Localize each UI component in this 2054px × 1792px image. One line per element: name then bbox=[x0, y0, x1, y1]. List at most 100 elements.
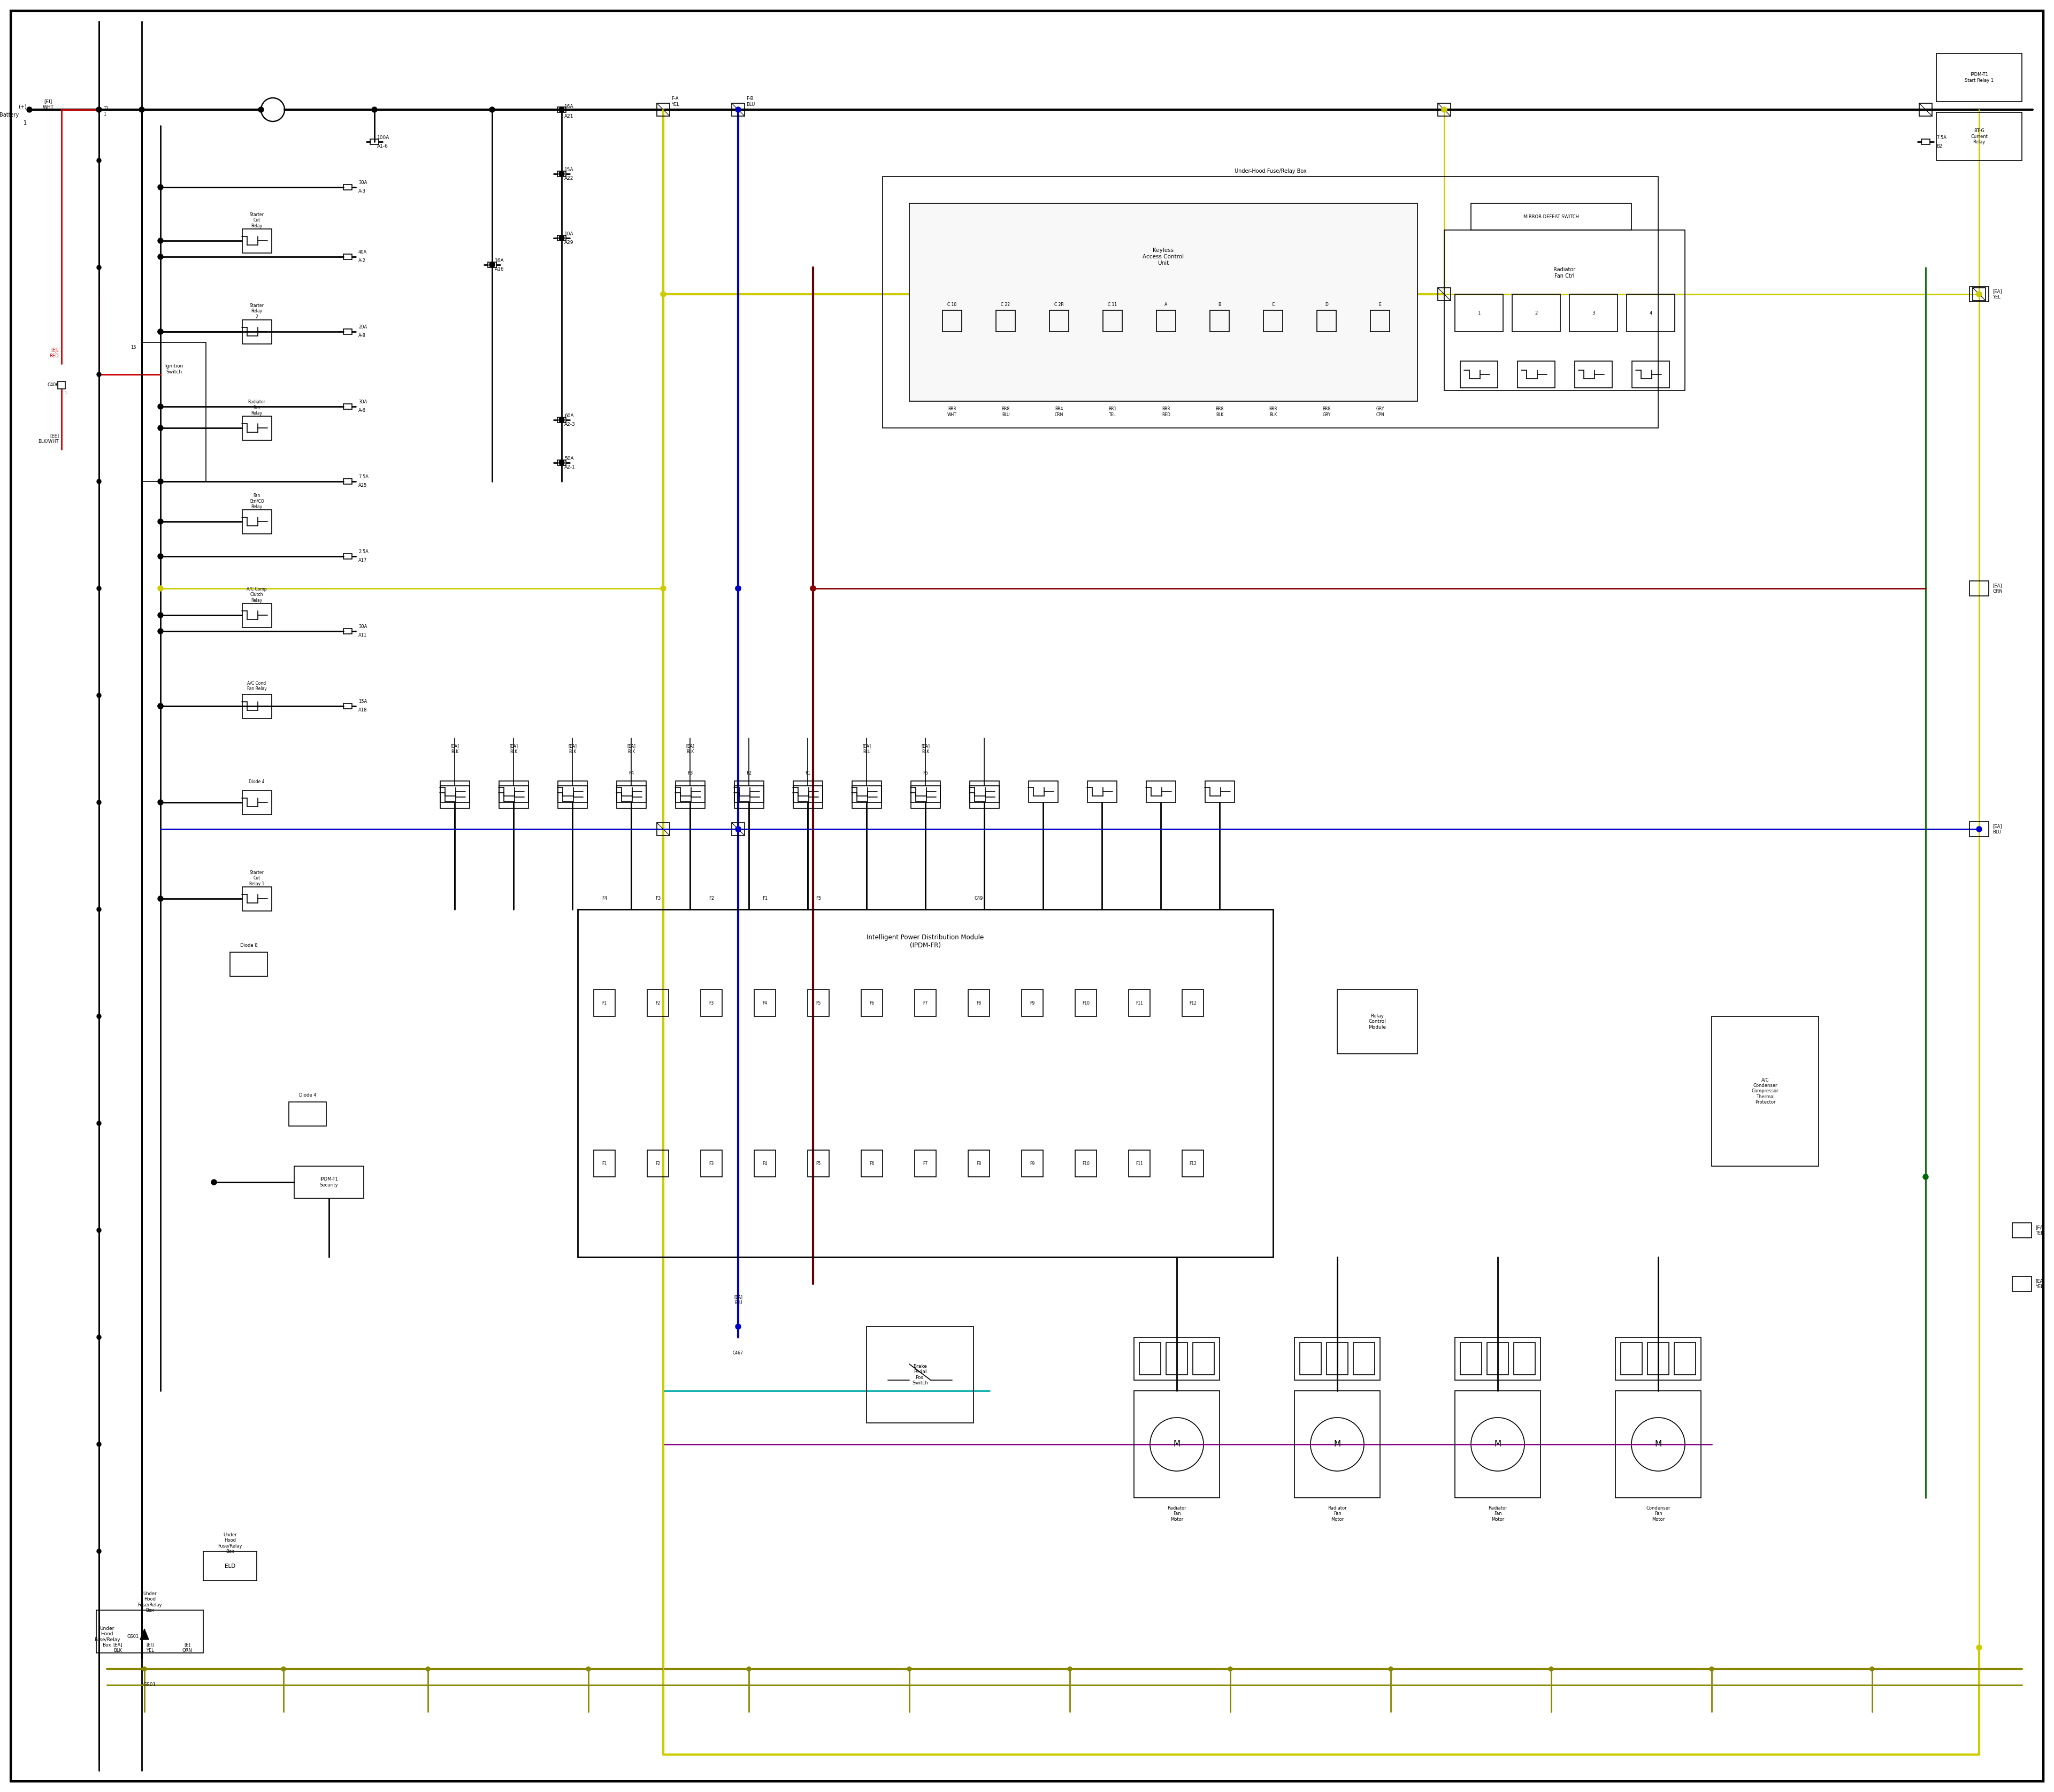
Circle shape bbox=[559, 235, 565, 240]
Circle shape bbox=[489, 262, 495, 267]
Text: Under
Hood
Fuse/Relay
Box: Under Hood Fuse/Relay Box bbox=[218, 1532, 242, 1554]
Bar bbox=[861, 1150, 883, 1177]
Circle shape bbox=[140, 108, 144, 113]
Bar bbox=[1146, 781, 1175, 803]
Bar bbox=[1970, 581, 1988, 597]
Text: [EA]
TEL: [EA] TEL bbox=[2036, 1226, 2044, 1235]
Text: [EA]
GRN: [EA] GRN bbox=[1992, 582, 2003, 593]
Bar bbox=[1134, 1391, 1220, 1498]
Bar bbox=[1183, 1150, 1204, 1177]
Text: Radiator
Fan
Relay: Radiator Fan Relay bbox=[249, 400, 265, 416]
Bar bbox=[1103, 310, 1121, 332]
Text: 16A: 16A bbox=[495, 258, 503, 263]
Text: 30A: 30A bbox=[357, 181, 368, 185]
Bar bbox=[754, 989, 776, 1016]
Bar bbox=[969, 781, 998, 803]
Text: ELD: ELD bbox=[224, 1564, 236, 1570]
Text: F6: F6 bbox=[869, 1161, 875, 1167]
Text: Battery: Battery bbox=[0, 113, 18, 118]
Text: 3: 3 bbox=[1592, 310, 1594, 315]
Bar bbox=[1514, 1342, 1534, 1374]
Circle shape bbox=[212, 1179, 216, 1185]
Text: Ignition
Switch: Ignition Switch bbox=[164, 364, 183, 375]
Bar bbox=[557, 461, 567, 466]
Bar bbox=[294, 1167, 364, 1199]
Text: A: A bbox=[1165, 303, 1167, 306]
Bar bbox=[242, 694, 271, 719]
Text: [EA]
BLK: [EA] BLK bbox=[113, 1643, 123, 1652]
Text: [EA]
YEL: [EA] YEL bbox=[1992, 289, 2003, 299]
Text: 30A: 30A bbox=[357, 400, 368, 405]
Text: M: M bbox=[1656, 1441, 1662, 1448]
Text: BR8
BLK: BR8 BLK bbox=[1269, 407, 1278, 418]
Circle shape bbox=[281, 1667, 286, 1672]
Text: GRY
CPN: GRY CPN bbox=[1376, 407, 1384, 418]
Text: M: M bbox=[1333, 1441, 1341, 1448]
Circle shape bbox=[735, 826, 741, 831]
Text: BR8
GRY: BR8 GRY bbox=[1323, 407, 1331, 418]
Text: 30A: 30A bbox=[357, 625, 368, 629]
Text: F12: F12 bbox=[1189, 1000, 1197, 1005]
Text: A-2: A-2 bbox=[357, 258, 366, 263]
Text: [E]
ORN: [E] ORN bbox=[183, 1643, 193, 1652]
Bar bbox=[996, 310, 1015, 332]
Text: D: D bbox=[1325, 303, 1329, 306]
Text: F12: F12 bbox=[1189, 1161, 1197, 1167]
Circle shape bbox=[748, 1667, 752, 1672]
Bar bbox=[1128, 1150, 1150, 1177]
Text: F2: F2 bbox=[709, 896, 715, 901]
Bar bbox=[910, 787, 941, 808]
Bar bbox=[343, 704, 351, 710]
Bar bbox=[97, 1611, 203, 1652]
Circle shape bbox=[158, 613, 162, 618]
Bar bbox=[557, 108, 567, 113]
Text: 1: 1 bbox=[1477, 310, 1481, 315]
Text: F7: F7 bbox=[922, 1000, 928, 1005]
Text: F4: F4 bbox=[762, 1000, 768, 1005]
Bar bbox=[1128, 989, 1150, 1016]
Bar bbox=[1454, 294, 1504, 332]
Circle shape bbox=[158, 520, 162, 525]
Circle shape bbox=[97, 907, 101, 912]
Circle shape bbox=[735, 1324, 741, 1330]
Text: M: M bbox=[1493, 1441, 1501, 1448]
Text: A17: A17 bbox=[357, 557, 368, 563]
Bar bbox=[1614, 1337, 1701, 1380]
Bar bbox=[203, 1552, 257, 1581]
Text: (+): (+) bbox=[18, 104, 27, 109]
Text: F4: F4 bbox=[602, 896, 608, 901]
Bar bbox=[242, 790, 271, 815]
Circle shape bbox=[1389, 1667, 1393, 1672]
Text: F-B
BLU: F-B BLU bbox=[746, 97, 756, 108]
Bar bbox=[1317, 310, 1337, 332]
Text: A16: A16 bbox=[495, 267, 503, 271]
Bar bbox=[1454, 1337, 1540, 1380]
Bar bbox=[616, 781, 647, 803]
Bar bbox=[914, 989, 937, 1016]
Bar bbox=[1167, 1342, 1187, 1374]
Circle shape bbox=[559, 108, 565, 113]
Bar bbox=[242, 604, 271, 627]
Bar bbox=[1627, 294, 1674, 332]
Bar bbox=[557, 235, 567, 240]
Circle shape bbox=[97, 265, 101, 269]
Bar bbox=[1970, 823, 1988, 837]
Bar bbox=[1074, 989, 1097, 1016]
Bar bbox=[1327, 1342, 1347, 1374]
Bar bbox=[1029, 781, 1058, 803]
Bar bbox=[577, 909, 1273, 1256]
Bar bbox=[343, 403, 351, 409]
Circle shape bbox=[97, 158, 101, 163]
Bar bbox=[1438, 104, 1450, 116]
Text: C 11: C 11 bbox=[1107, 303, 1117, 306]
Text: F3: F3 bbox=[709, 1161, 715, 1167]
Circle shape bbox=[158, 478, 162, 484]
Circle shape bbox=[259, 108, 263, 113]
Bar bbox=[735, 787, 764, 808]
Text: [EI]
WHT: [EI] WHT bbox=[43, 99, 53, 109]
Text: F1: F1 bbox=[762, 896, 768, 901]
Text: F9: F9 bbox=[1029, 1161, 1035, 1167]
Text: BR8
RED: BR8 RED bbox=[1163, 407, 1171, 418]
Text: C 2R: C 2R bbox=[1054, 303, 1064, 306]
Text: F5: F5 bbox=[815, 1000, 822, 1005]
